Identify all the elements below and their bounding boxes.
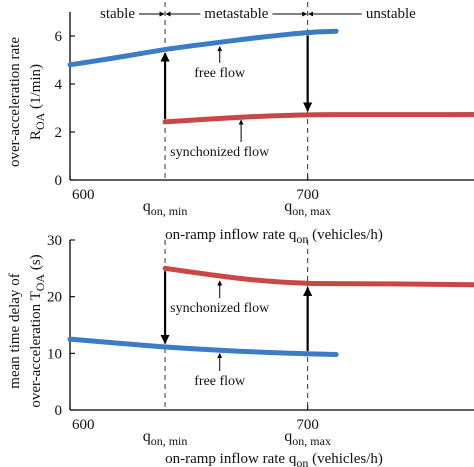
y-tick-label: 30 <box>47 233 62 249</box>
chart-bottom: 0 10 20 30 600 700 synchonized flow free flow qo… <box>7 233 474 467</box>
boundary-label: qon, max <box>284 428 331 448</box>
y-axis-label-line2: over-acceleration TOA (s) <box>28 254 47 407</box>
x-tick-label: 600 <box>72 417 95 433</box>
boundary-label: qon, max <box>284 198 331 218</box>
annotation-label: free flow <box>194 66 246 81</box>
chart-top: 0 2 4 6 600 700 stable metastable unstable free f… <box>7 2 474 246</box>
regime-label-metastable: metastable <box>204 6 268 22</box>
y-tick-label: 6 <box>55 29 63 45</box>
x-tick-label: 700 <box>296 417 319 433</box>
x-axis-label: on-ramp inflow rate qon (vehicles/h) <box>165 227 383 246</box>
series-line-1 <box>162 111 474 125</box>
series-line-0 <box>162 265 474 288</box>
annotation-label: synchonized flow <box>170 145 270 160</box>
x-axis-label: on-ramp inflow rate qon (vehicles/h) <box>165 451 383 467</box>
regime-label-stable: stable <box>100 6 135 22</box>
y-axis-label-line1: mean time delay of <box>7 273 23 388</box>
y-tick-label: 0 <box>55 173 63 189</box>
series-line-0 <box>67 28 339 68</box>
y-axis-label-line1: over-acceleration rate <box>7 37 23 167</box>
x-tick-label: 600 <box>72 187 95 203</box>
annotation-label: free flow <box>194 374 246 389</box>
y-tick-label: 4 <box>55 77 63 93</box>
series-line-1 <box>67 336 339 357</box>
boundary-label: qon, min <box>143 198 188 218</box>
y-axis-label-line2: ROA (1/min) <box>28 64 47 140</box>
x-tick-label: 700 <box>296 187 319 203</box>
annotation-label: synchonized flow <box>170 301 270 316</box>
y-tick-label: 10 <box>47 346 62 362</box>
boundary-label: qon, min <box>143 428 188 448</box>
regime-label-unstable: unstable <box>366 6 416 22</box>
y-tick-label: 2 <box>55 125 63 141</box>
y-tick-label: 20 <box>47 290 62 306</box>
y-tick-label: 0 <box>55 403 63 419</box>
